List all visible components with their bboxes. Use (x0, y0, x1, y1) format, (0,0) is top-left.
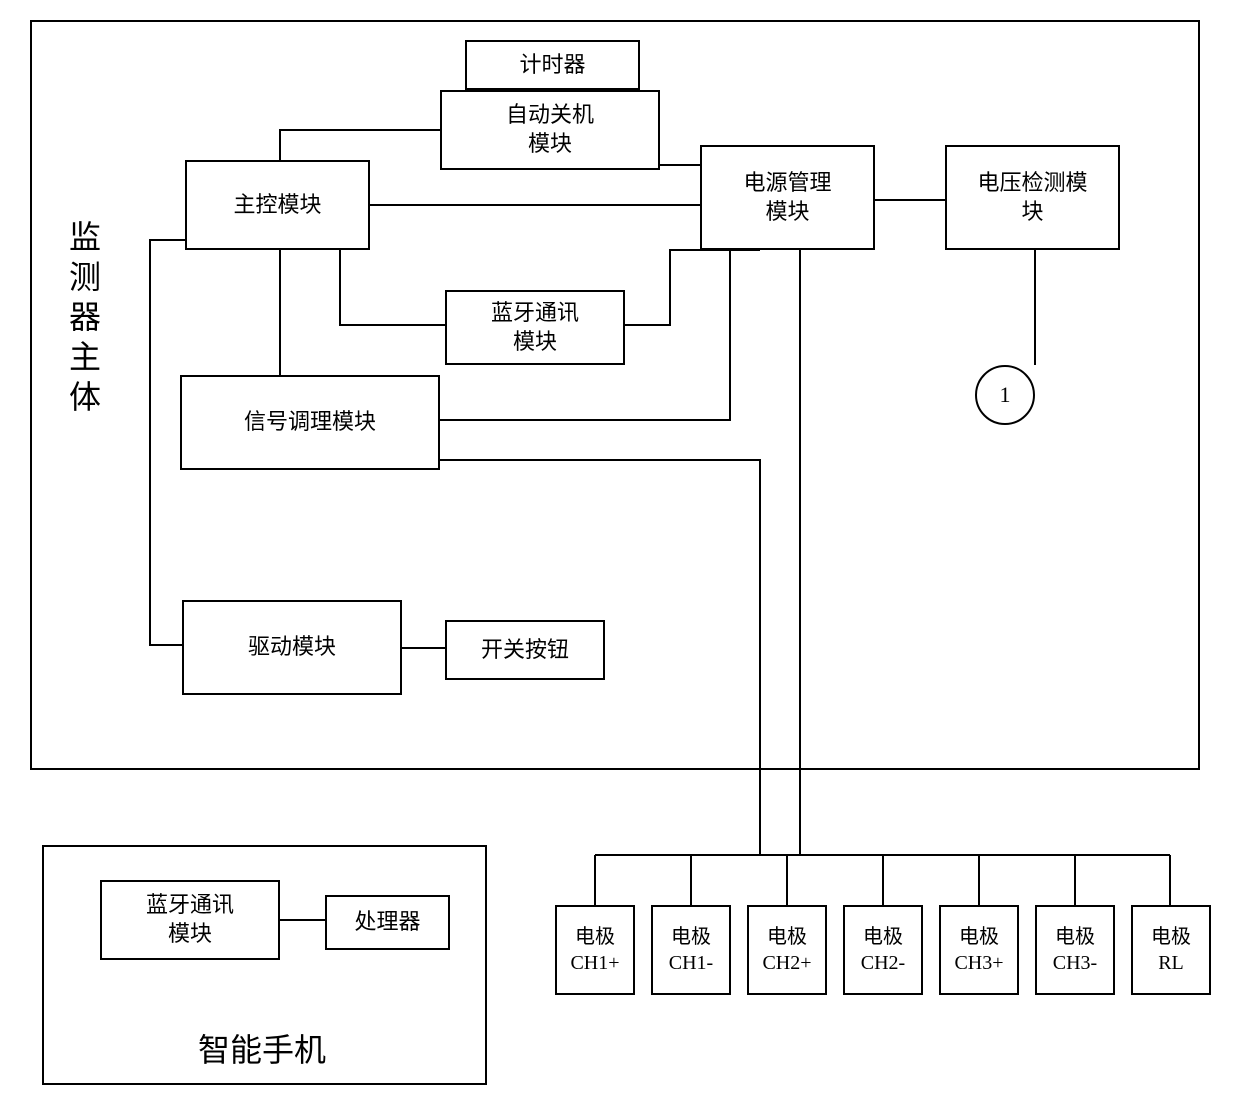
block-main_ctrl: 主控模块 (185, 160, 370, 250)
block-auto_off: 自动关机 模块 (440, 90, 660, 170)
electrode-label-6: 电极 RL (1151, 924, 1191, 976)
block-timer: 计时器 (465, 40, 640, 90)
monitor-body-label: 监测器主体 (60, 220, 106, 420)
block-switch_btn: 开关按钮 (445, 620, 605, 680)
block-volt_det: 电压检测模 块 (945, 145, 1120, 250)
block-label-switch_btn: 开关按钮 (481, 636, 569, 665)
electrode-1: 电极 CH1- (651, 905, 731, 995)
block-power_mgmt: 电源管理 模块 (700, 145, 875, 250)
electrode-label-3: 电极 CH2- (861, 924, 905, 976)
electrode-4: 电极 CH3+ (939, 905, 1019, 995)
smartphone-label: 智能手机 (142, 1025, 382, 1071)
electrode-label-1: 电极 CH1- (669, 924, 713, 976)
electrode-6: 电极 RL (1131, 905, 1211, 995)
block-label-main_ctrl: 主控模块 (233, 191, 321, 220)
electrode-label-0: 电极 CH1+ (570, 924, 619, 976)
block-label-bt_phone: 蓝牙通讯 模块 (146, 891, 234, 948)
block-bt_comm: 蓝牙通讯 模块 (445, 290, 625, 365)
electrode-2: 电极 CH2+ (747, 905, 827, 995)
block-label-bt_comm: 蓝牙通讯 模块 (491, 299, 579, 356)
electrode-3: 电极 CH2- (843, 905, 923, 995)
block-label-timer: 计时器 (519, 51, 585, 80)
electrode-0: 电极 CH1+ (555, 905, 635, 995)
electrode-label-4: 电极 CH3+ (954, 924, 1003, 976)
block-sig_cond: 信号调理模块 (180, 375, 440, 470)
electrode-5: 电极 CH3- (1035, 905, 1115, 995)
block-bt_phone: 蓝牙通讯 模块 (100, 880, 280, 960)
block-drive: 驱动模块 (182, 600, 402, 695)
node-circle-label: 1 (1000, 382, 1011, 408)
electrode-label-2: 电极 CH2+ (762, 924, 811, 976)
block-label-volt_det: 电压检测模 块 (977, 169, 1087, 226)
node-circle: 1 (975, 365, 1035, 425)
block-label-processor: 处理器 (354, 908, 420, 937)
block-label-sig_cond: 信号调理模块 (244, 408, 376, 437)
block-label-power_mgmt: 电源管理 模块 (743, 169, 831, 226)
block-label-auto_off: 自动关机 模块 (506, 101, 594, 158)
electrode-label-5: 电极 CH3- (1053, 924, 1097, 976)
block-label-drive: 驱动模块 (248, 633, 336, 662)
block-processor: 处理器 (325, 895, 450, 950)
